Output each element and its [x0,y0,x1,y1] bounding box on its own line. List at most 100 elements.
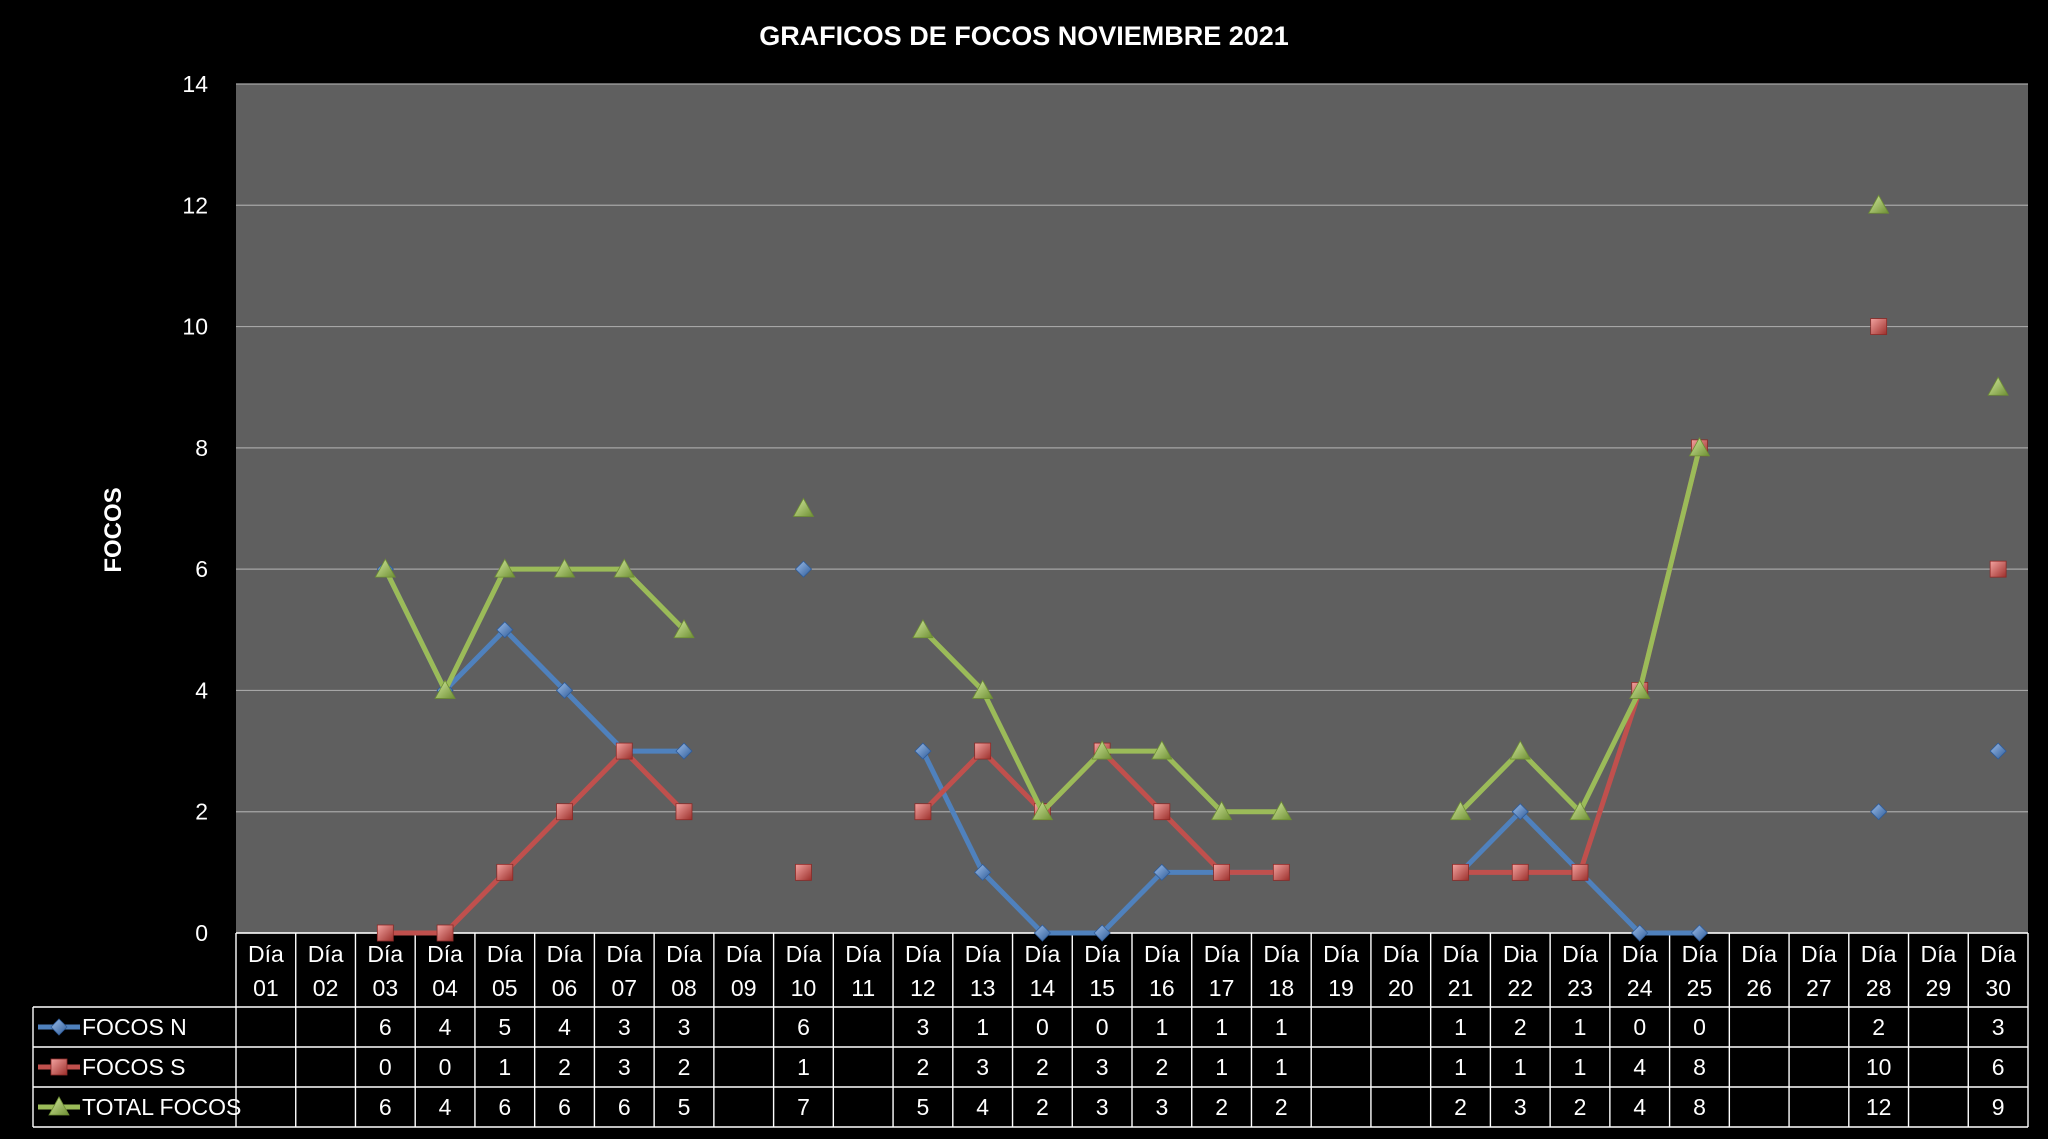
table-cell-value: 4 [976,1094,989,1120]
category-label: Día [1383,941,1419,967]
data-point [50,1058,68,1076]
table-cell-value: 3 [1992,1014,2005,1040]
series-line-segment [442,869,508,936]
category-label: Día [1801,941,1837,967]
table-cell-value: 1 [1454,1014,1467,1040]
table-cell-value: 10 [1866,1054,1892,1080]
category-label: Día [487,941,523,967]
data-point [795,863,812,881]
series-line-segment [1099,748,1165,815]
category-label: 26 [1746,975,1772,1001]
data-point [434,679,456,699]
chart-title: GRAFICOS DE FOCOS NOVIEMBRE 2021 [759,21,1289,51]
series-line-segment [980,687,1045,815]
data-point [1571,863,1589,881]
series-line-segment [1517,748,1583,815]
data-point [974,742,992,760]
category-label: 25 [1687,975,1713,1001]
category-label: Día [367,941,403,967]
table-cell-value: 6 [797,1014,810,1040]
table-cell-value: 1 [976,1014,989,1040]
category-label: Día [1084,941,1120,967]
category-label: 30 [1985,975,2011,1001]
data-point [1867,194,1890,214]
data-point [496,863,514,881]
category-label: 20 [1388,975,1414,1001]
data-point [553,558,576,578]
legend-entry: FOCOS N [82,1014,187,1040]
series-line-segment [502,809,568,875]
table-cell-value: 6 [379,1094,392,1120]
series-line-segment [382,566,448,693]
series-line-segment [980,869,1045,936]
category-label: Día [1562,941,1598,967]
table-cell-value: 0 [439,1054,452,1080]
series-line-segment [442,627,508,693]
table-cell-value: 6 [1992,1054,2005,1080]
table-cell-value: 3 [1155,1094,1168,1120]
y-tick-label: 2 [195,799,208,825]
data-point [914,803,932,821]
data-point [1989,560,2007,578]
category-label: 15 [1089,975,1115,1001]
data-point [1210,800,1233,821]
table-cell-value: 3 [618,1054,631,1080]
table-cell-value: 4 [439,1014,452,1040]
data-point [673,618,695,639]
table-cell-value: 4 [1633,1094,1646,1120]
data-point [675,803,693,821]
category-label: Día [1921,941,1957,967]
table-cell-value: 3 [1096,1054,1109,1080]
table-cell-value: 5 [917,1094,930,1120]
table-cell-value: 3 [1096,1094,1109,1120]
category-label: 08 [671,975,697,1001]
series-focos-s [376,318,2007,942]
category-label: 10 [791,975,817,1001]
table-cell-value: 3 [1514,1094,1527,1120]
table-cell-value: 3 [917,1014,930,1040]
table-cell-value: 8 [1693,1054,1706,1080]
data-point [1509,740,1531,760]
data-point [794,560,813,578]
data-point [1690,924,1709,942]
data-point [1093,924,1111,942]
category-label: 22 [1507,975,1533,1001]
category-label: 11 [851,975,875,1001]
category-label: 12 [910,975,936,1001]
table-cell-value: 6 [379,1014,392,1040]
category-label: Día [606,941,642,967]
data-point [48,1096,70,1116]
data-point [1511,803,1529,821]
series-line-segment [920,748,986,815]
category-label: Día [1144,941,1180,967]
data-point [1033,924,1051,942]
table-cell-value: 1 [1215,1014,1228,1040]
table-cell-value: 1 [1275,1054,1288,1080]
table-cell-value: 3 [976,1054,989,1080]
table-cell-value: 1 [1574,1014,1587,1040]
category-label: Día [845,941,881,967]
series-line-segment [621,748,687,815]
data-point [974,863,992,881]
category-label: 03 [373,975,399,1001]
table-cell-value: 6 [558,1094,571,1120]
category-label: Día [1263,941,1299,967]
category-label: 24 [1627,975,1653,1001]
table-cell-value: 8 [1693,1094,1706,1120]
category-label: 02 [313,975,339,1001]
category-label: Día [248,941,284,967]
data-point [1213,863,1230,881]
table-cell-value: 0 [1096,1014,1109,1040]
series-line-segment [920,748,986,875]
y-tick-label: 6 [195,556,208,582]
data-point [792,497,815,517]
series-total-focos [374,194,2009,821]
series-line-segment [1577,687,1643,875]
category-label: 13 [970,975,996,1001]
series-line-segment [1577,687,1643,815]
data-point [1153,863,1171,881]
table-cell-value: 2 [917,1054,930,1080]
series-line-segment [1099,869,1165,936]
data-point [971,679,994,699]
series-line-segment [1039,748,1105,815]
